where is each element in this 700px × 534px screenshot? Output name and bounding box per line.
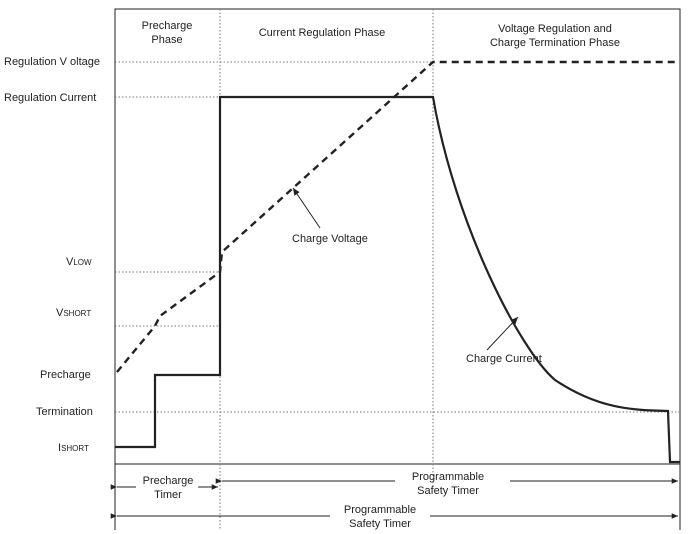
charge-current-pointer (486, 316, 519, 351)
safety-timer-1-line2: Safety Timer (417, 485, 479, 497)
plot-frame (114, 8, 681, 465)
label-v-low-main: V (66, 256, 74, 268)
label-regulation-voltage: Regulation V oltage (4, 56, 100, 68)
charge-voltage-pointer (292, 187, 321, 229)
label-regulation-current: Regulation Current (4, 92, 96, 104)
annotation-charge-current: Charge Current (466, 353, 542, 365)
precharge-timer-line2: Timer (154, 489, 182, 501)
safety-timer-2-line1: Programmable (344, 504, 416, 516)
phase-current-regulation: Current Regulation Phase (259, 27, 386, 39)
label-termination: Termination (36, 406, 93, 418)
safety-timer-2-line2: Safety Timer (349, 518, 411, 530)
label-precharge: Precharge (40, 369, 91, 381)
safety-timer-1-line1: Programmable (412, 471, 484, 483)
annotation-charge-voltage: Charge Voltage (292, 233, 368, 245)
label-v-short: VSHORT (56, 307, 91, 319)
charge-voltage-curve (116, 60, 680, 373)
phase-voltage-regulation-line2: Charge Termination Phase (490, 37, 620, 49)
phase-precharge-line1: Precharge (142, 20, 193, 32)
label-i-short-main: I (58, 442, 61, 454)
label-v-low-sub: LOW (73, 258, 92, 267)
phase-precharge-line2: Phase (151, 34, 182, 46)
label-v-short-sub: SHORT (63, 309, 91, 318)
charge-current-curve (115, 95, 680, 464)
label-i-short-sub: SHORT (61, 444, 89, 453)
phase-voltage-regulation-line1: Voltage Regulation and (498, 23, 612, 35)
label-i-short: ISHORT (58, 442, 89, 454)
label-v-short-main: V (56, 307, 64, 319)
label-v-low: VLOW (66, 256, 92, 268)
precharge-timer-line1: Precharge (143, 475, 194, 487)
